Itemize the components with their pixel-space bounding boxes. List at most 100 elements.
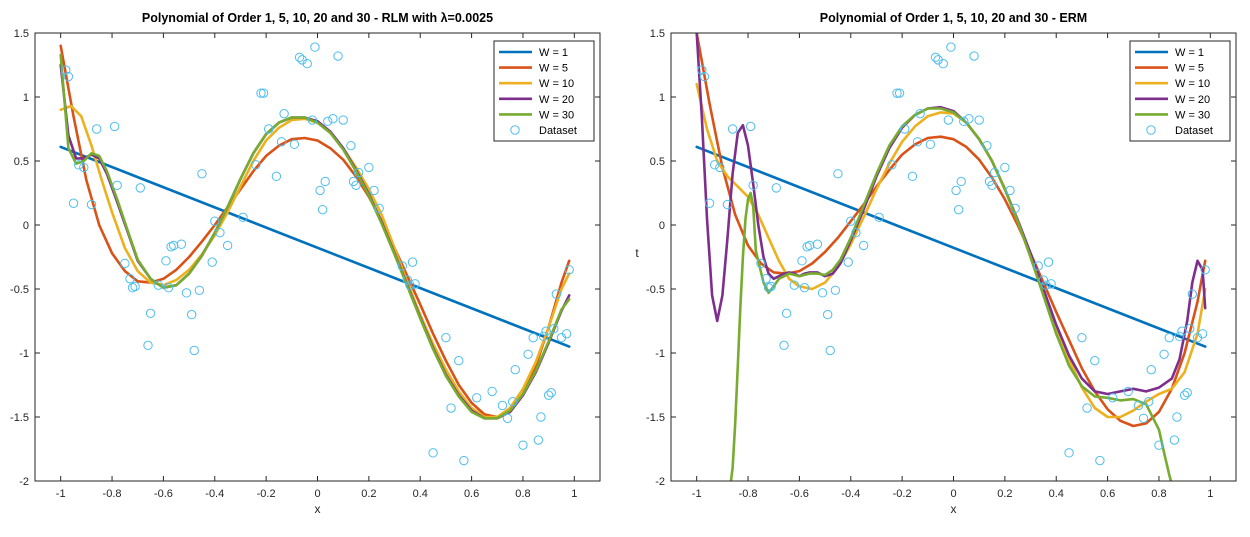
y-tick-label: 0.5 — [14, 156, 29, 168]
dataset-point — [938, 59, 948, 69]
dataset-point — [143, 340, 153, 351]
dataset-point — [1064, 448, 1074, 458]
dataset-point — [63, 71, 74, 82]
dataset-point — [1082, 403, 1092, 413]
dataset-point — [441, 332, 451, 343]
legend-label: W = 30 — [539, 109, 574, 121]
dataset-point — [951, 185, 961, 196]
dataset-point — [302, 59, 312, 69]
series-line-w5 — [59, 44, 571, 419]
dataset-point — [346, 140, 356, 151]
legend-label: W = 20 — [539, 94, 574, 106]
dataset-point — [699, 71, 710, 82]
dataset-point — [397, 261, 407, 271]
dataset-point — [215, 227, 225, 238]
dataset-point — [846, 216, 856, 226]
dataset-point — [353, 167, 364, 178]
dataset-point — [1172, 412, 1182, 422]
dataset-point — [900, 124, 910, 134]
legend-label: Dataset — [1175, 125, 1213, 137]
dataset-point — [73, 160, 84, 170]
series-line-w30 — [729, 191, 758, 481]
x-tick-label: 1 — [1207, 488, 1213, 500]
legend: W = 1 W = 5 W = 10 W = 20 W = 30 Dataset — [1129, 40, 1231, 142]
dataset-point — [745, 121, 756, 132]
x-tick-label: 0 — [950, 488, 956, 500]
dataset-point — [120, 258, 130, 269]
dataset-point — [310, 42, 320, 52]
legend-label: W = 10 — [1175, 78, 1210, 90]
y-tick-label: -0.5 — [646, 284, 665, 296]
dataset-point — [982, 140, 992, 151]
x-tick-label: 0.6 — [1100, 488, 1115, 500]
y-tick-label: 0 — [659, 220, 665, 232]
dataset-point — [276, 137, 287, 147]
dataset-point — [761, 274, 771, 284]
dataset-point — [459, 455, 469, 466]
series-line-w1 — [59, 145, 571, 348]
dataset-point — [817, 288, 828, 298]
dataset-point — [251, 160, 261, 170]
dataset-point — [1041, 280, 1051, 290]
chart-title: Polynomial of Order 1, 5, 10, 20 and 30 … — [142, 11, 493, 25]
dataset-point — [974, 115, 984, 125]
dataset-point — [472, 393, 482, 403]
series-group — [695, 33, 1207, 481]
x-tick-label: -1 — [56, 488, 66, 500]
dataset-point — [487, 386, 497, 397]
y-axis-label: t — [635, 246, 639, 260]
y-tick-label: 0 — [23, 220, 29, 232]
dataset-point — [507, 396, 518, 407]
chart-panel-2: Polynomial of Order 1, 5, 10, 20 and 30 … — [635, 11, 1237, 516]
dataset-point — [405, 280, 415, 290]
dataset-point — [1154, 440, 1164, 450]
dataset-point — [704, 198, 715, 208]
dataset-point — [892, 88, 902, 98]
series-group — [59, 44, 571, 420]
x-tick-label: 0.4 — [413, 488, 428, 500]
dataset-point — [125, 274, 135, 284]
dataset-point — [523, 349, 533, 359]
dataset-point — [176, 239, 187, 249]
dataset-point — [851, 227, 861, 238]
series-line-w1 — [695, 145, 1207, 348]
dataset-point — [1046, 279, 1056, 289]
dataset-point — [135, 183, 145, 193]
y-tick-label: -1 — [19, 348, 29, 360]
dataset-point — [799, 283, 810, 293]
dataset-point — [294, 52, 305, 63]
dataset-point — [964, 114, 974, 124]
dataset-point — [781, 308, 792, 319]
dataset-point — [538, 331, 549, 342]
dataset-point — [497, 400, 508, 411]
dataset-point — [1095, 455, 1105, 466]
dataset-point — [264, 124, 274, 134]
dataset-point — [145, 308, 156, 319]
dataset-point — [502, 413, 513, 423]
dataset-point — [536, 412, 546, 422]
dataset-point — [109, 121, 120, 132]
axes-box — [670, 32, 1237, 482]
dataset-point — [333, 51, 343, 61]
x-tick-label: -0.8 — [103, 488, 122, 500]
dataset-point — [943, 115, 954, 125]
dataset-point — [1143, 396, 1154, 407]
axes-box — [34, 32, 601, 482]
legend-label: W = 20 — [1175, 94, 1210, 106]
x-tick-label: 0.2 — [361, 488, 376, 500]
dataset-point — [258, 88, 269, 98]
dataset-point — [549, 323, 559, 334]
legend-label: W = 5 — [1175, 63, 1204, 75]
dataset-point — [1077, 332, 1087, 343]
dataset-point — [915, 108, 925, 119]
dataset-point — [369, 185, 379, 196]
dataset-point — [1182, 387, 1192, 398]
dataset-point — [802, 242, 812, 252]
dataset-point — [925, 139, 936, 150]
dataset-point — [1179, 390, 1190, 400]
dataset-point — [428, 448, 438, 458]
dataset-point — [307, 115, 318, 125]
x-tick-label: 0.8 — [515, 488, 530, 500]
dataset-point — [987, 180, 997, 191]
x-tick-label: 0.4 — [1049, 488, 1064, 500]
